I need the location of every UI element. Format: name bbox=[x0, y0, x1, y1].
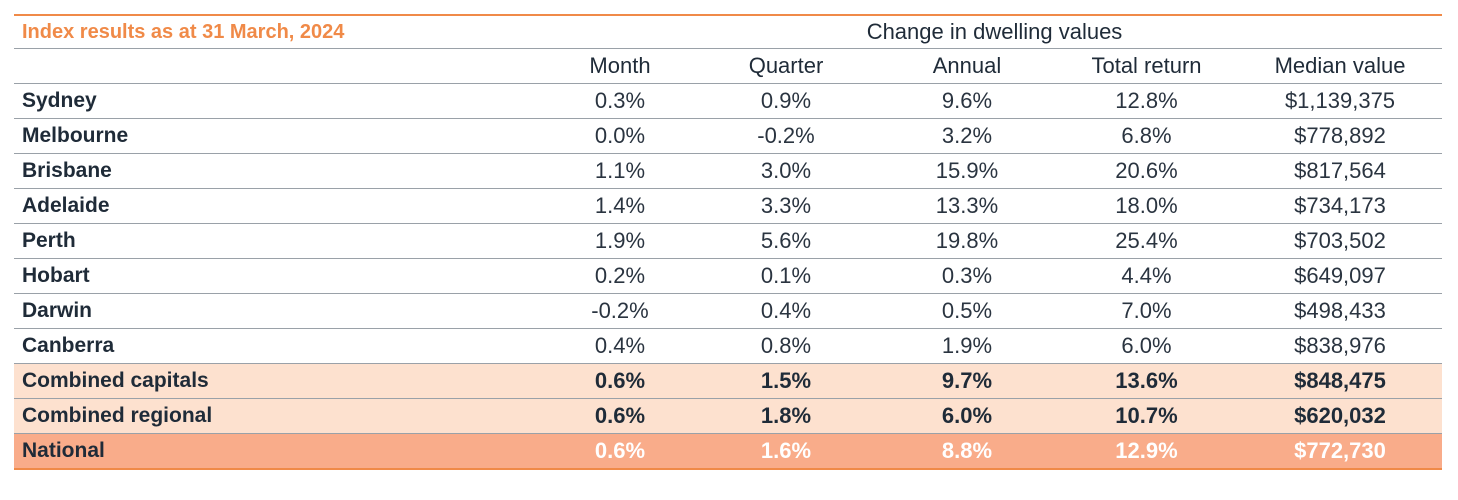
region-name: Sydney bbox=[14, 83, 547, 119]
annual-cell: 8.8% bbox=[879, 433, 1055, 470]
total-return-cell: 20.6% bbox=[1055, 153, 1238, 189]
quarter-cell: 1.5% bbox=[693, 363, 879, 399]
annual-cell: 13.3% bbox=[879, 188, 1055, 224]
month-cell: 1.1% bbox=[547, 153, 693, 189]
region-name: National bbox=[14, 433, 547, 470]
median-value-cell: $734,173 bbox=[1238, 188, 1442, 224]
table-row: Adelaide 1.4% 3.3% 13.3% 18.0% $734,173 bbox=[14, 188, 1442, 224]
region-name: Brisbane bbox=[14, 153, 547, 189]
month-cell: 0.2% bbox=[547, 258, 693, 294]
quarter-cell: 3.0% bbox=[693, 153, 879, 189]
table-row: Darwin -0.2% 0.4% 0.5% 7.0% $498,433 bbox=[14, 293, 1442, 329]
total-return-cell: 25.4% bbox=[1055, 223, 1238, 259]
median-value-cell: $848,475 bbox=[1238, 363, 1442, 399]
region-name: Canberra bbox=[14, 328, 547, 364]
annual-cell: 0.3% bbox=[879, 258, 1055, 294]
month-cell: 0.6% bbox=[547, 433, 693, 470]
table-row: Brisbane 1.1% 3.0% 15.9% 20.6% $817,564 bbox=[14, 153, 1442, 189]
region-name: Melbourne bbox=[14, 118, 547, 154]
quarter-cell: 0.4% bbox=[693, 293, 879, 329]
region-name: Combined capitals bbox=[14, 363, 547, 399]
month-cell: 0.6% bbox=[547, 363, 693, 399]
table-row: Sydney 0.3% 0.9% 9.6% 12.8% $1,139,375 bbox=[14, 83, 1442, 119]
month-cell: 1.4% bbox=[547, 188, 693, 224]
month-cell: 0.0% bbox=[547, 118, 693, 154]
quarter-cell: 5.6% bbox=[693, 223, 879, 259]
quarter-cell: 0.1% bbox=[693, 258, 879, 294]
median-value-cell: $772,730 bbox=[1238, 433, 1442, 470]
total-return-cell: 4.4% bbox=[1055, 258, 1238, 294]
annual-cell: 6.0% bbox=[879, 398, 1055, 434]
table-row: Melbourne 0.0% -0.2% 3.2% 6.8% $778,892 bbox=[14, 118, 1442, 154]
median-value-cell: $1,139,375 bbox=[1238, 83, 1442, 119]
total-return-cell: 12.8% bbox=[1055, 83, 1238, 119]
annual-header: Annual bbox=[879, 48, 1055, 84]
total-return-cell: 7.0% bbox=[1055, 293, 1238, 329]
median-value-cell: $649,097 bbox=[1238, 258, 1442, 294]
month-header: Month bbox=[547, 48, 693, 84]
change-group-header: Change in dwelling values bbox=[547, 14, 1442, 49]
median-value-cell: $498,433 bbox=[1238, 293, 1442, 329]
total-return-cell: 13.6% bbox=[1055, 363, 1238, 399]
total-return-header: Total return bbox=[1055, 48, 1238, 84]
month-cell: 0.6% bbox=[547, 398, 693, 434]
region-header bbox=[14, 48, 547, 84]
annual-cell: 3.2% bbox=[879, 118, 1055, 154]
quarter-cell: 1.6% bbox=[693, 433, 879, 470]
annual-cell: 9.7% bbox=[879, 363, 1055, 399]
dwelling-values-table: Index results as at 31 March, 2024 Chang… bbox=[14, 14, 1442, 470]
annual-cell: 9.6% bbox=[879, 83, 1055, 119]
annual-cell: 19.8% bbox=[879, 223, 1055, 259]
quarter-cell: -0.2% bbox=[693, 118, 879, 154]
table-row: Hobart 0.2% 0.1% 0.3% 4.4% $649,097 bbox=[14, 258, 1442, 294]
annual-cell: 1.9% bbox=[879, 328, 1055, 364]
median-value-cell: $817,564 bbox=[1238, 153, 1442, 189]
combined-capitals-row: Combined capitals 0.6% 1.5% 9.7% 13.6% $… bbox=[14, 363, 1442, 399]
quarter-cell: 3.3% bbox=[693, 188, 879, 224]
median-value-cell: $778,892 bbox=[1238, 118, 1442, 154]
median-value-cell: $703,502 bbox=[1238, 223, 1442, 259]
total-return-cell: 12.9% bbox=[1055, 433, 1238, 470]
region-name: Hobart bbox=[14, 258, 547, 294]
month-cell: 0.3% bbox=[547, 83, 693, 119]
month-cell: 1.9% bbox=[547, 223, 693, 259]
quarter-cell: 0.9% bbox=[693, 83, 879, 119]
table-title: Index results as at 31 March, 2024 bbox=[14, 14, 547, 49]
total-return-cell: 6.8% bbox=[1055, 118, 1238, 154]
quarter-cell: 1.8% bbox=[693, 398, 879, 434]
annual-cell: 15.9% bbox=[879, 153, 1055, 189]
median-value-cell: $838,976 bbox=[1238, 328, 1442, 364]
region-name: Darwin bbox=[14, 293, 547, 329]
region-name: Combined regional bbox=[14, 398, 547, 434]
combined-regional-row: Combined regional 0.6% 1.8% 6.0% 10.7% $… bbox=[14, 398, 1442, 434]
column-header-row: Month Quarter Annual Total return Median… bbox=[14, 48, 1442, 84]
quarter-cell: 0.8% bbox=[693, 328, 879, 364]
table-row: Canberra 0.4% 0.8% 1.9% 6.0% $838,976 bbox=[14, 328, 1442, 364]
total-return-cell: 6.0% bbox=[1055, 328, 1238, 364]
quarter-header: Quarter bbox=[693, 48, 879, 84]
median-value-header: Median value bbox=[1238, 48, 1442, 84]
annual-cell: 0.5% bbox=[879, 293, 1055, 329]
total-return-cell: 10.7% bbox=[1055, 398, 1238, 434]
region-name: Adelaide bbox=[14, 188, 547, 224]
month-cell: 0.4% bbox=[547, 328, 693, 364]
total-return-cell: 18.0% bbox=[1055, 188, 1238, 224]
table-row: Perth 1.9% 5.6% 19.8% 25.4% $703,502 bbox=[14, 223, 1442, 259]
region-name: Perth bbox=[14, 223, 547, 259]
national-row: National 0.6% 1.6% 8.8% 12.9% $772,730 bbox=[14, 433, 1442, 470]
table-title-row: Index results as at 31 March, 2024 Chang… bbox=[14, 14, 1442, 49]
median-value-cell: $620,032 bbox=[1238, 398, 1442, 434]
month-cell: -0.2% bbox=[547, 293, 693, 329]
